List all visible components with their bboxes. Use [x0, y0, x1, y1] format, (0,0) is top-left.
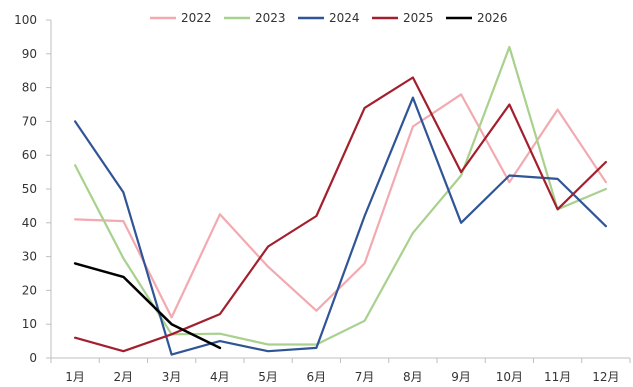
plot-area: [73, 45, 608, 356]
legend-item-2024: 2024: [298, 11, 360, 25]
series-line-2024: [73, 96, 608, 356]
x-tick-label: 8月: [403, 370, 423, 384]
legend-label: 2024: [329, 11, 360, 25]
legend-label: 2023: [255, 11, 286, 25]
series-line-2022: [73, 93, 608, 319]
x-tick-label: 1月: [65, 370, 85, 384]
series-line-2025: [73, 76, 608, 353]
x-tick-label: 12月: [592, 370, 619, 384]
series-line-2023: [73, 45, 608, 346]
x-tick-label: 5月: [258, 370, 278, 384]
y-tick-label: 50: [22, 182, 37, 196]
y-tick-label: 70: [22, 114, 37, 128]
legend-item-2025: 2025: [372, 11, 434, 25]
legend-item-2026: 2026: [446, 11, 508, 25]
y-tick-label: 30: [22, 250, 37, 264]
legend-item-2022: 2022: [150, 11, 212, 25]
x-tick-label: 3月: [162, 370, 182, 384]
x-axis: 1月 2月 3月 4月 5月 6月 7月 8月 9月 10月 11月 12月: [50, 357, 631, 384]
y-tick-label: 80: [22, 81, 37, 95]
x-tick-label: 10月: [496, 370, 523, 384]
legend-label: 2025: [403, 11, 434, 25]
y-tick-label: 0: [29, 351, 37, 365]
series-line-2026: [73, 262, 222, 350]
x-tick-label: 2月: [114, 370, 134, 384]
y-axis: 0 10 20 30 40 50 60 70 80 90 100: [14, 13, 52, 365]
y-tick-label: 40: [22, 216, 37, 230]
y-tick-label: 20: [22, 283, 37, 297]
y-tick-label: 60: [22, 148, 37, 162]
x-tick-label: 7月: [355, 370, 375, 384]
y-tick-label: 90: [22, 47, 37, 61]
x-tick-label: 9月: [451, 370, 471, 384]
y-tick-label: 10: [22, 317, 37, 331]
x-tick-label: 6月: [307, 370, 327, 384]
y-tick-label: 100: [14, 13, 37, 27]
chart-legend: 2022 2023 2024 2025 2026: [150, 11, 508, 25]
x-tick-label: 4月: [210, 370, 230, 384]
legend-label: 2026: [477, 11, 508, 25]
legend-label: 2022: [181, 11, 212, 25]
legend-item-2023: 2023: [224, 11, 286, 25]
x-tick-label: 11月: [544, 370, 571, 384]
